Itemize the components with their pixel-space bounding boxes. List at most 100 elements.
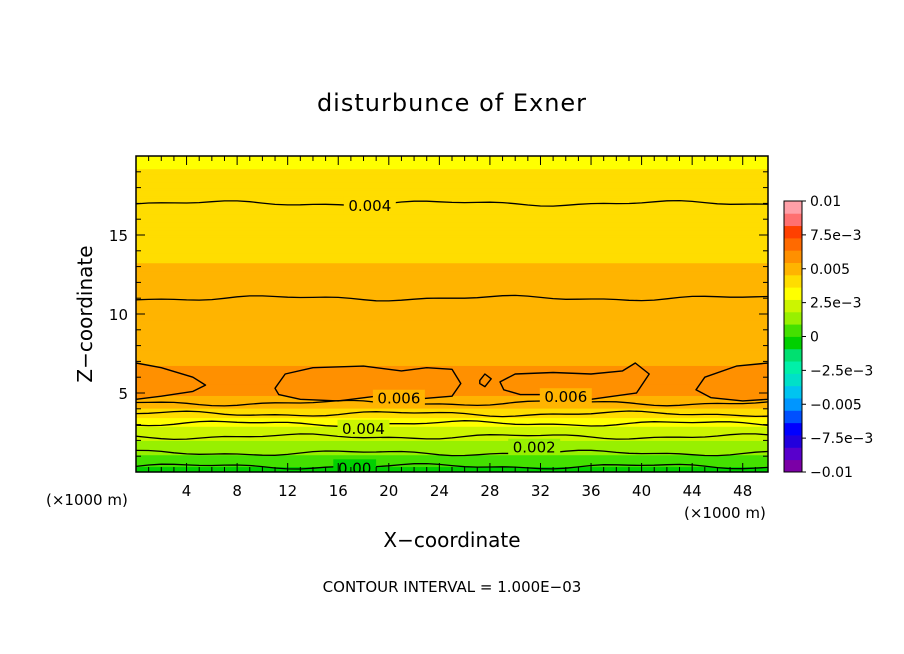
contour-band [136,361,768,363]
y-tick-label: 15 [109,227,128,245]
contour-band [136,309,768,311]
contour-band [136,244,768,246]
contour-band [136,357,768,359]
contour-band [136,355,768,357]
contour-band [136,248,768,250]
contour-band [136,446,768,449]
contour-band [136,306,768,309]
contour-band [136,319,768,321]
contour-band [136,219,768,222]
contour-band [136,287,768,289]
contour-band [136,356,768,359]
contour-band [136,427,768,430]
colorbar-segment [784,385,802,399]
colorbar-segment [784,262,802,276]
contour-band [136,253,768,255]
contour-label: 0.002 [513,439,556,457]
contour-band [136,332,768,334]
contour-band [136,231,768,234]
contour-band [136,445,768,448]
contour-band [136,410,768,412]
contour-band [136,268,768,271]
contour-band [136,236,768,238]
contour-band [136,400,768,403]
contour-band [136,314,768,316]
contour-band [136,200,768,202]
contour-band [136,304,768,306]
colorbar-segment [784,435,802,448]
contour-band [136,184,768,186]
contour-band [136,274,768,276]
contour-band [136,344,768,346]
contour-band [136,228,768,231]
contour-band [136,400,768,402]
contour-band [136,340,768,343]
contour-band [136,182,768,184]
colorbar-label: 7.5e−3 [810,228,862,244]
contour-band [136,225,768,227]
contour-band [136,414,768,416]
colorbar-label: 0 [810,330,819,346]
contour-band [136,347,768,349]
x-axis-label: X−coordinate [383,528,520,552]
contour-band [136,335,768,337]
contour-band [136,350,768,352]
colorbar-segment [784,361,802,374]
contour-band [136,227,768,230]
contour-band [136,328,768,330]
contour-band [136,363,768,366]
contour-band [136,331,768,333]
contour-line [479,373,492,388]
x-tick-label: 40 [632,482,651,500]
contour-label: 0.004 [348,197,391,215]
contour-band [136,224,768,227]
x-tick-label: 32 [531,482,550,500]
contour-band [136,246,768,248]
contour-band [136,345,768,347]
contour-band [136,435,768,438]
x-tick-label: 16 [329,482,348,500]
contour-band [136,197,768,199]
contour-band [136,266,768,268]
colorbar-segment [784,237,802,251]
contour-band [136,272,768,275]
contour-band [136,409,768,411]
contour-band [136,336,768,339]
colorbar-segment [784,287,802,300]
contour-band [136,323,768,325]
maximum-region [696,363,768,401]
contour-label: 0.00 [338,459,371,477]
contour-band [136,426,768,429]
contour-band [136,214,768,216]
contour-band [136,366,768,368]
contour-line [136,294,768,302]
contour-band [136,408,768,411]
contour-band [136,167,768,169]
contour-band [136,316,768,318]
contour-band [136,423,768,426]
contour-band [136,453,768,455]
x-tick-label: 36 [581,482,600,500]
contour-band [136,207,768,209]
contour-band [136,177,768,179]
contour-band [136,179,768,182]
contour-band [136,429,768,431]
contour-band [136,354,768,356]
contour-band [136,278,768,280]
x-unit-left: (×1000 m) [46,491,128,509]
contour-band [136,419,768,421]
x-tick-label: 28 [480,482,499,500]
x-unit-right: (×1000 m) [684,504,766,522]
contour-band [136,161,768,163]
contour-label-bg [343,197,396,213]
contour-band [136,415,768,417]
contour-band [136,283,768,286]
contour-band [136,436,768,438]
contour-band [136,287,768,290]
contour-band [136,238,768,240]
contour-band [136,302,768,305]
contour-interval: CONTOUR INTERVAL = 1.000E−03 [323,578,582,596]
contour-band [136,408,768,410]
contour-band [136,192,768,194]
